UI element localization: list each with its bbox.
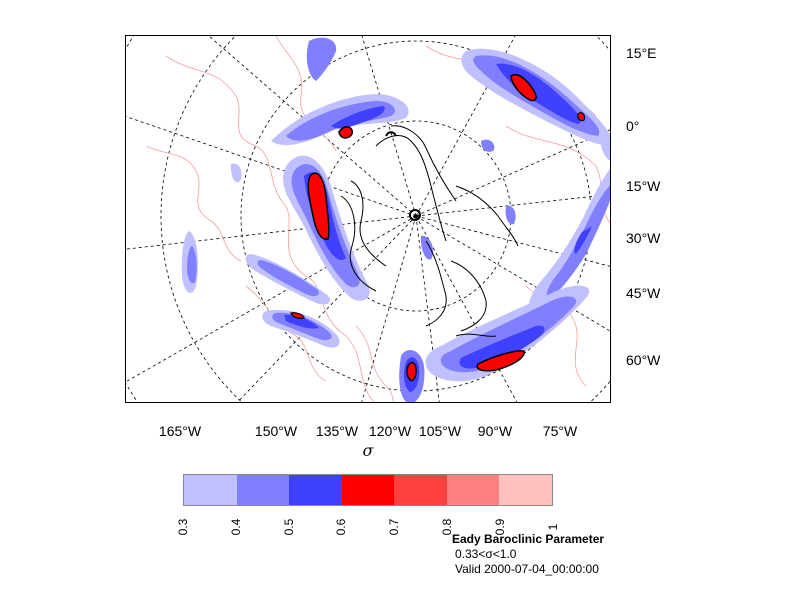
- contour-line: [450, 260, 487, 332]
- coastline: [355, 325, 394, 402]
- colorbar-level-label: 0.3: [176, 518, 190, 536]
- contour-line: [409, 209, 421, 221]
- field-region: [338, 126, 353, 139]
- contour-line: [350, 180, 387, 267]
- colorbar-swatch: [446, 475, 500, 505]
- lon-tick-label: 90°W: [477, 423, 513, 439]
- contour-line: [425, 240, 447, 327]
- meridian-line: [415, 215, 440, 402]
- field-region: [257, 260, 320, 297]
- valid-time: Valid 2000-07-04_00:00:00: [455, 562, 599, 576]
- lat-tick-label: 15°E: [626, 45, 657, 61]
- field-region: [406, 361, 417, 382]
- colorbar-level-label: 1: [546, 523, 560, 531]
- colorbar-swatch: [499, 475, 553, 505]
- lon-tick-label: 120°W: [368, 423, 412, 439]
- plot-title: Eady Baroclinic Parameter: [452, 532, 605, 546]
- eady-field: [181, 37, 610, 402]
- field-region: [459, 325, 545, 369]
- colorbar: [183, 474, 553, 506]
- lat-tick-label: 0°: [626, 118, 640, 134]
- colorbar-level-label: 0.5: [282, 518, 296, 536]
- axis-label: σ: [362, 441, 374, 460]
- field-region: [528, 168, 610, 316]
- colorbar-level-label: 0.7: [387, 518, 401, 536]
- field-region: [307, 172, 330, 240]
- lat-tick-label: 60°W: [626, 352, 661, 368]
- meridian-line: [126, 215, 417, 250]
- colorbar-swatch: [184, 475, 237, 505]
- coastline: [145, 145, 242, 262]
- contour-line: [390, 125, 457, 202]
- contour-line: [455, 185, 519, 247]
- coastline: [245, 285, 327, 382]
- contour-line: [455, 333, 497, 337]
- colorbar-level-label: 0.4: [229, 518, 243, 536]
- field-region: [331, 106, 385, 129]
- field-region: [510, 74, 537, 102]
- lon-tick-label: 75°W: [542, 423, 578, 439]
- field-region: [505, 205, 516, 225]
- lon-tick-label: 165°W: [158, 423, 202, 439]
- coastline: [275, 36, 337, 152]
- map-plot: [126, 36, 610, 402]
- field-region: [187, 246, 197, 284]
- lat-tick-label: 30°W: [626, 230, 661, 246]
- field-region: [306, 37, 337, 81]
- lon-tick-label: 150°W: [254, 423, 298, 439]
- info-block: Eady Baroclinic Parameter 0.33<σ<1.0 Val…: [452, 532, 604, 577]
- field-region: [600, 135, 610, 161]
- colorbar-swatch: [341, 475, 395, 505]
- field-region: [420, 235, 434, 260]
- field-region: [290, 312, 305, 319]
- meridian-line: [415, 129, 610, 217]
- colorbar-swatch: [394, 475, 447, 505]
- contour-line: [385, 131, 397, 137]
- field-region: [481, 139, 495, 152]
- field-region: [230, 163, 242, 183]
- lon-tick-label: 105°W: [418, 423, 462, 439]
- contour-line: [340, 195, 377, 292]
- meridian-line: [126, 215, 417, 383]
- colorbar-swatch: [236, 475, 290, 505]
- field-region: [577, 112, 586, 122]
- meridian-line: [208, 36, 417, 217]
- map-frame: [125, 35, 611, 403]
- latitude-circle: [160, 36, 610, 402]
- meridian-line: [415, 215, 610, 267]
- plot-subtitle: 0.33<σ<1.0: [455, 547, 517, 561]
- lon-tick-label: 135°W: [315, 423, 359, 439]
- meridian-line: [415, 36, 516, 217]
- contour-line: [375, 135, 447, 242]
- field-region: [284, 314, 319, 329]
- field-region: [574, 226, 592, 254]
- colorbar-swatch: [289, 475, 342, 505]
- contours: [340, 125, 519, 337]
- coastline: [165, 55, 375, 402]
- colorbar-level-label: 0.6: [334, 518, 348, 536]
- lat-tick-label: 45°W: [626, 285, 661, 301]
- meridian-line: [126, 116, 417, 217]
- lat-tick-label: 15°W: [626, 178, 661, 194]
- field-region: [476, 350, 525, 372]
- meridian-line: [237, 215, 417, 402]
